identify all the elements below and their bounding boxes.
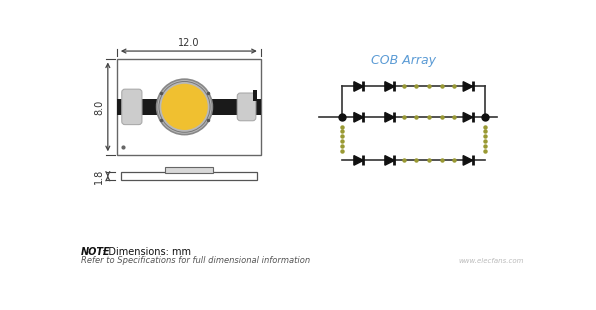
Text: COB Array: COB Array — [371, 54, 436, 67]
Text: Refer to Specifications for full dimensional information: Refer to Specifications for full dimensi… — [80, 256, 310, 265]
Text: www.elecfans.com: www.elecfans.com — [458, 258, 524, 264]
Circle shape — [157, 79, 212, 135]
Polygon shape — [463, 156, 473, 165]
Bar — [117, 59, 260, 155]
FancyBboxPatch shape — [237, 93, 256, 121]
Polygon shape — [354, 156, 364, 165]
Bar — [121, 172, 257, 180]
FancyBboxPatch shape — [122, 89, 142, 125]
Text: 1.8: 1.8 — [94, 169, 104, 184]
Text: NOTE: NOTE — [80, 247, 110, 257]
Text: 8.0: 8.0 — [94, 99, 104, 114]
Polygon shape — [463, 82, 473, 91]
Bar — [165, 167, 213, 174]
Polygon shape — [354, 113, 364, 122]
Bar — [117, 99, 260, 115]
Polygon shape — [385, 113, 395, 122]
Polygon shape — [354, 82, 364, 91]
Polygon shape — [385, 82, 395, 91]
Text: 12.0: 12.0 — [178, 38, 200, 48]
Bar — [253, 90, 257, 101]
Polygon shape — [463, 113, 473, 122]
Polygon shape — [385, 156, 395, 165]
Text: : Dimensions: mm: : Dimensions: mm — [103, 247, 191, 257]
Circle shape — [162, 84, 208, 130]
